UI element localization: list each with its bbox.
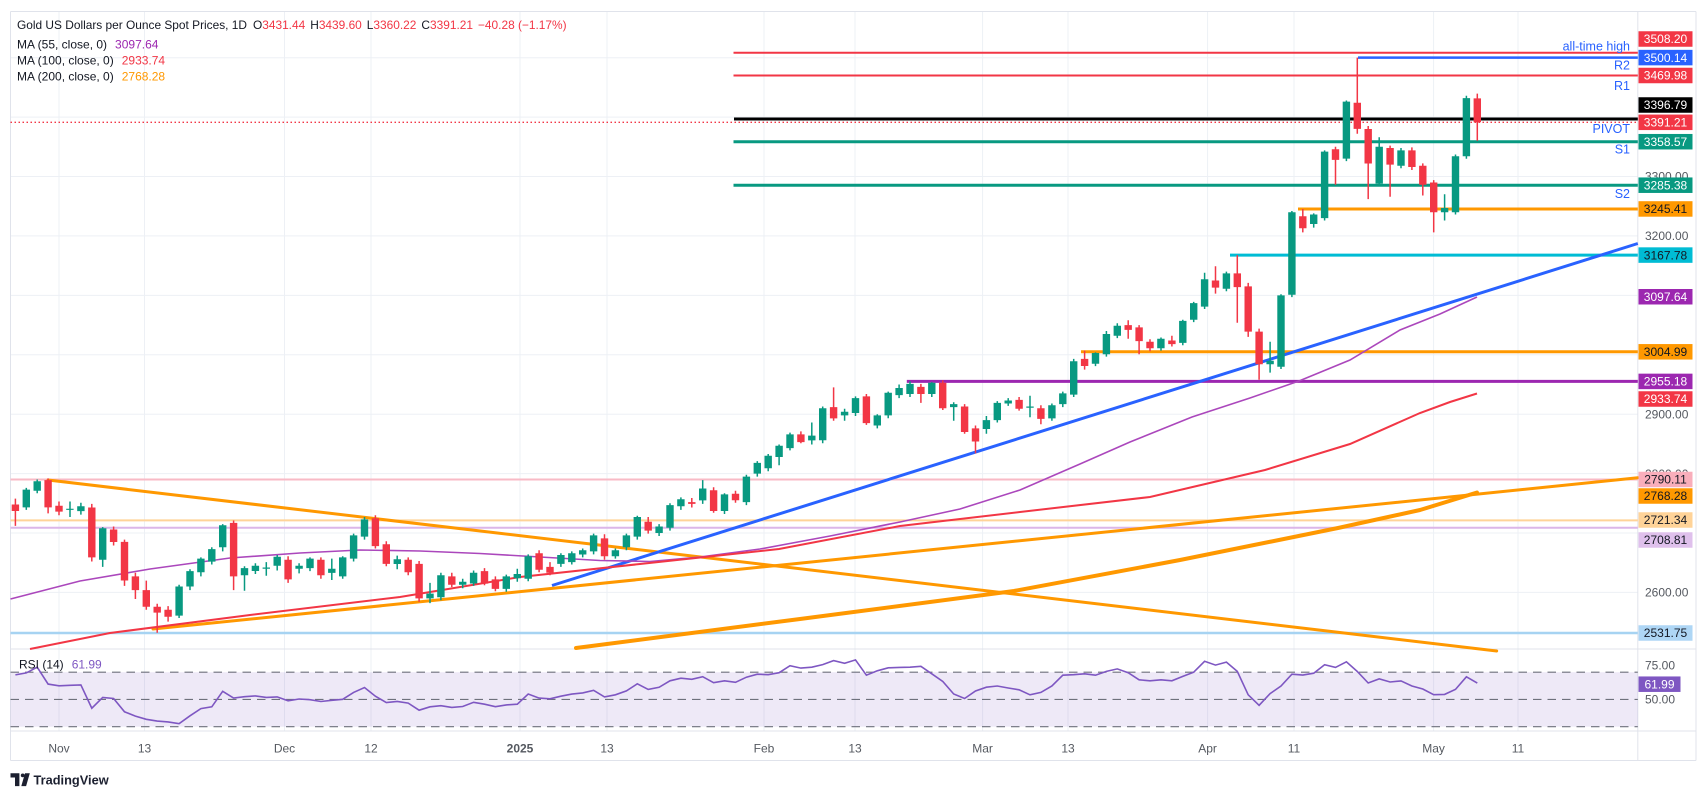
svg-text:S2: S2 xyxy=(1615,187,1630,201)
svg-text:MA (55, close, 0)3097.64: MA (55, close, 0) 3097.64 xyxy=(17,38,159,52)
svg-text:75.00: 75.00 xyxy=(1645,659,1675,673)
svg-text:RSI (14)61.99: RSI (14) 61.99 xyxy=(19,658,102,672)
svg-text:2708.81: 2708.81 xyxy=(1644,533,1688,547)
svg-text:3245.41: 3245.41 xyxy=(1644,202,1688,216)
svg-text:3396.79: 3396.79 xyxy=(1644,98,1688,112)
svg-text:MA (200, close, 0)2768.28: MA (200, close, 0) 2768.28 xyxy=(17,70,165,84)
svg-text:TradingView: TradingView xyxy=(34,773,109,788)
svg-text:2531.75: 2531.75 xyxy=(1644,626,1688,640)
svg-text:13: 13 xyxy=(600,742,614,756)
svg-text:2900.00: 2900.00 xyxy=(1645,407,1689,421)
svg-text:Dec: Dec xyxy=(274,742,295,756)
svg-text:Apr: Apr xyxy=(1198,742,1217,756)
svg-text:R2: R2 xyxy=(1614,58,1630,72)
svg-text:11: 11 xyxy=(1288,742,1301,756)
svg-text:50.00: 50.00 xyxy=(1645,693,1675,707)
svg-text:3500.14: 3500.14 xyxy=(1644,51,1688,65)
svg-text:2933.74: 2933.74 xyxy=(1644,392,1688,406)
svg-text:13: 13 xyxy=(848,742,862,756)
svg-text:Feb: Feb xyxy=(754,742,775,756)
svg-text:61.99: 61.99 xyxy=(1644,677,1674,691)
svg-text:2790.11: 2790.11 xyxy=(1644,473,1687,487)
svg-text:Nov: Nov xyxy=(48,742,69,756)
svg-text:2768.28: 2768.28 xyxy=(1644,489,1688,503)
svg-text:3285.38: 3285.38 xyxy=(1644,178,1688,192)
svg-text:PIVOT: PIVOT xyxy=(1592,122,1630,136)
svg-text:3004.99: 3004.99 xyxy=(1644,345,1688,359)
svg-text:3097.64: 3097.64 xyxy=(1644,290,1688,304)
svg-text:3508.20: 3508.20 xyxy=(1644,32,1688,46)
svg-text:Mar: Mar xyxy=(972,742,993,756)
svg-text:May: May xyxy=(1422,742,1445,756)
svg-text:3200.00: 3200.00 xyxy=(1645,229,1689,243)
svg-text:2025: 2025 xyxy=(507,742,534,756)
svg-text:13: 13 xyxy=(1061,742,1075,756)
svg-text:12: 12 xyxy=(364,742,378,756)
svg-text:3469.98: 3469.98 xyxy=(1644,69,1688,83)
svg-text:2721.34: 2721.34 xyxy=(1644,513,1688,527)
svg-text:3391.21: 3391.21 xyxy=(1644,116,1688,130)
svg-text:Gold US Dollars per Ounce Spot: Gold US Dollars per Ounce Spot Prices, 1… xyxy=(17,18,567,32)
svg-text:all-time high: all-time high xyxy=(1563,39,1630,53)
svg-text:2600.00: 2600.00 xyxy=(1645,586,1689,600)
svg-text:2955.18: 2955.18 xyxy=(1644,375,1688,389)
svg-text:13: 13 xyxy=(138,742,152,756)
svg-text:S1: S1 xyxy=(1615,142,1630,156)
svg-text:R1: R1 xyxy=(1614,79,1630,93)
svg-text:3358.57: 3358.57 xyxy=(1644,135,1688,149)
svg-text:MA (100, close, 0)2933.74: MA (100, close, 0) 2933.74 xyxy=(17,54,165,68)
svg-text:11: 11 xyxy=(1512,742,1525,756)
svg-text:3167.78: 3167.78 xyxy=(1644,248,1688,262)
